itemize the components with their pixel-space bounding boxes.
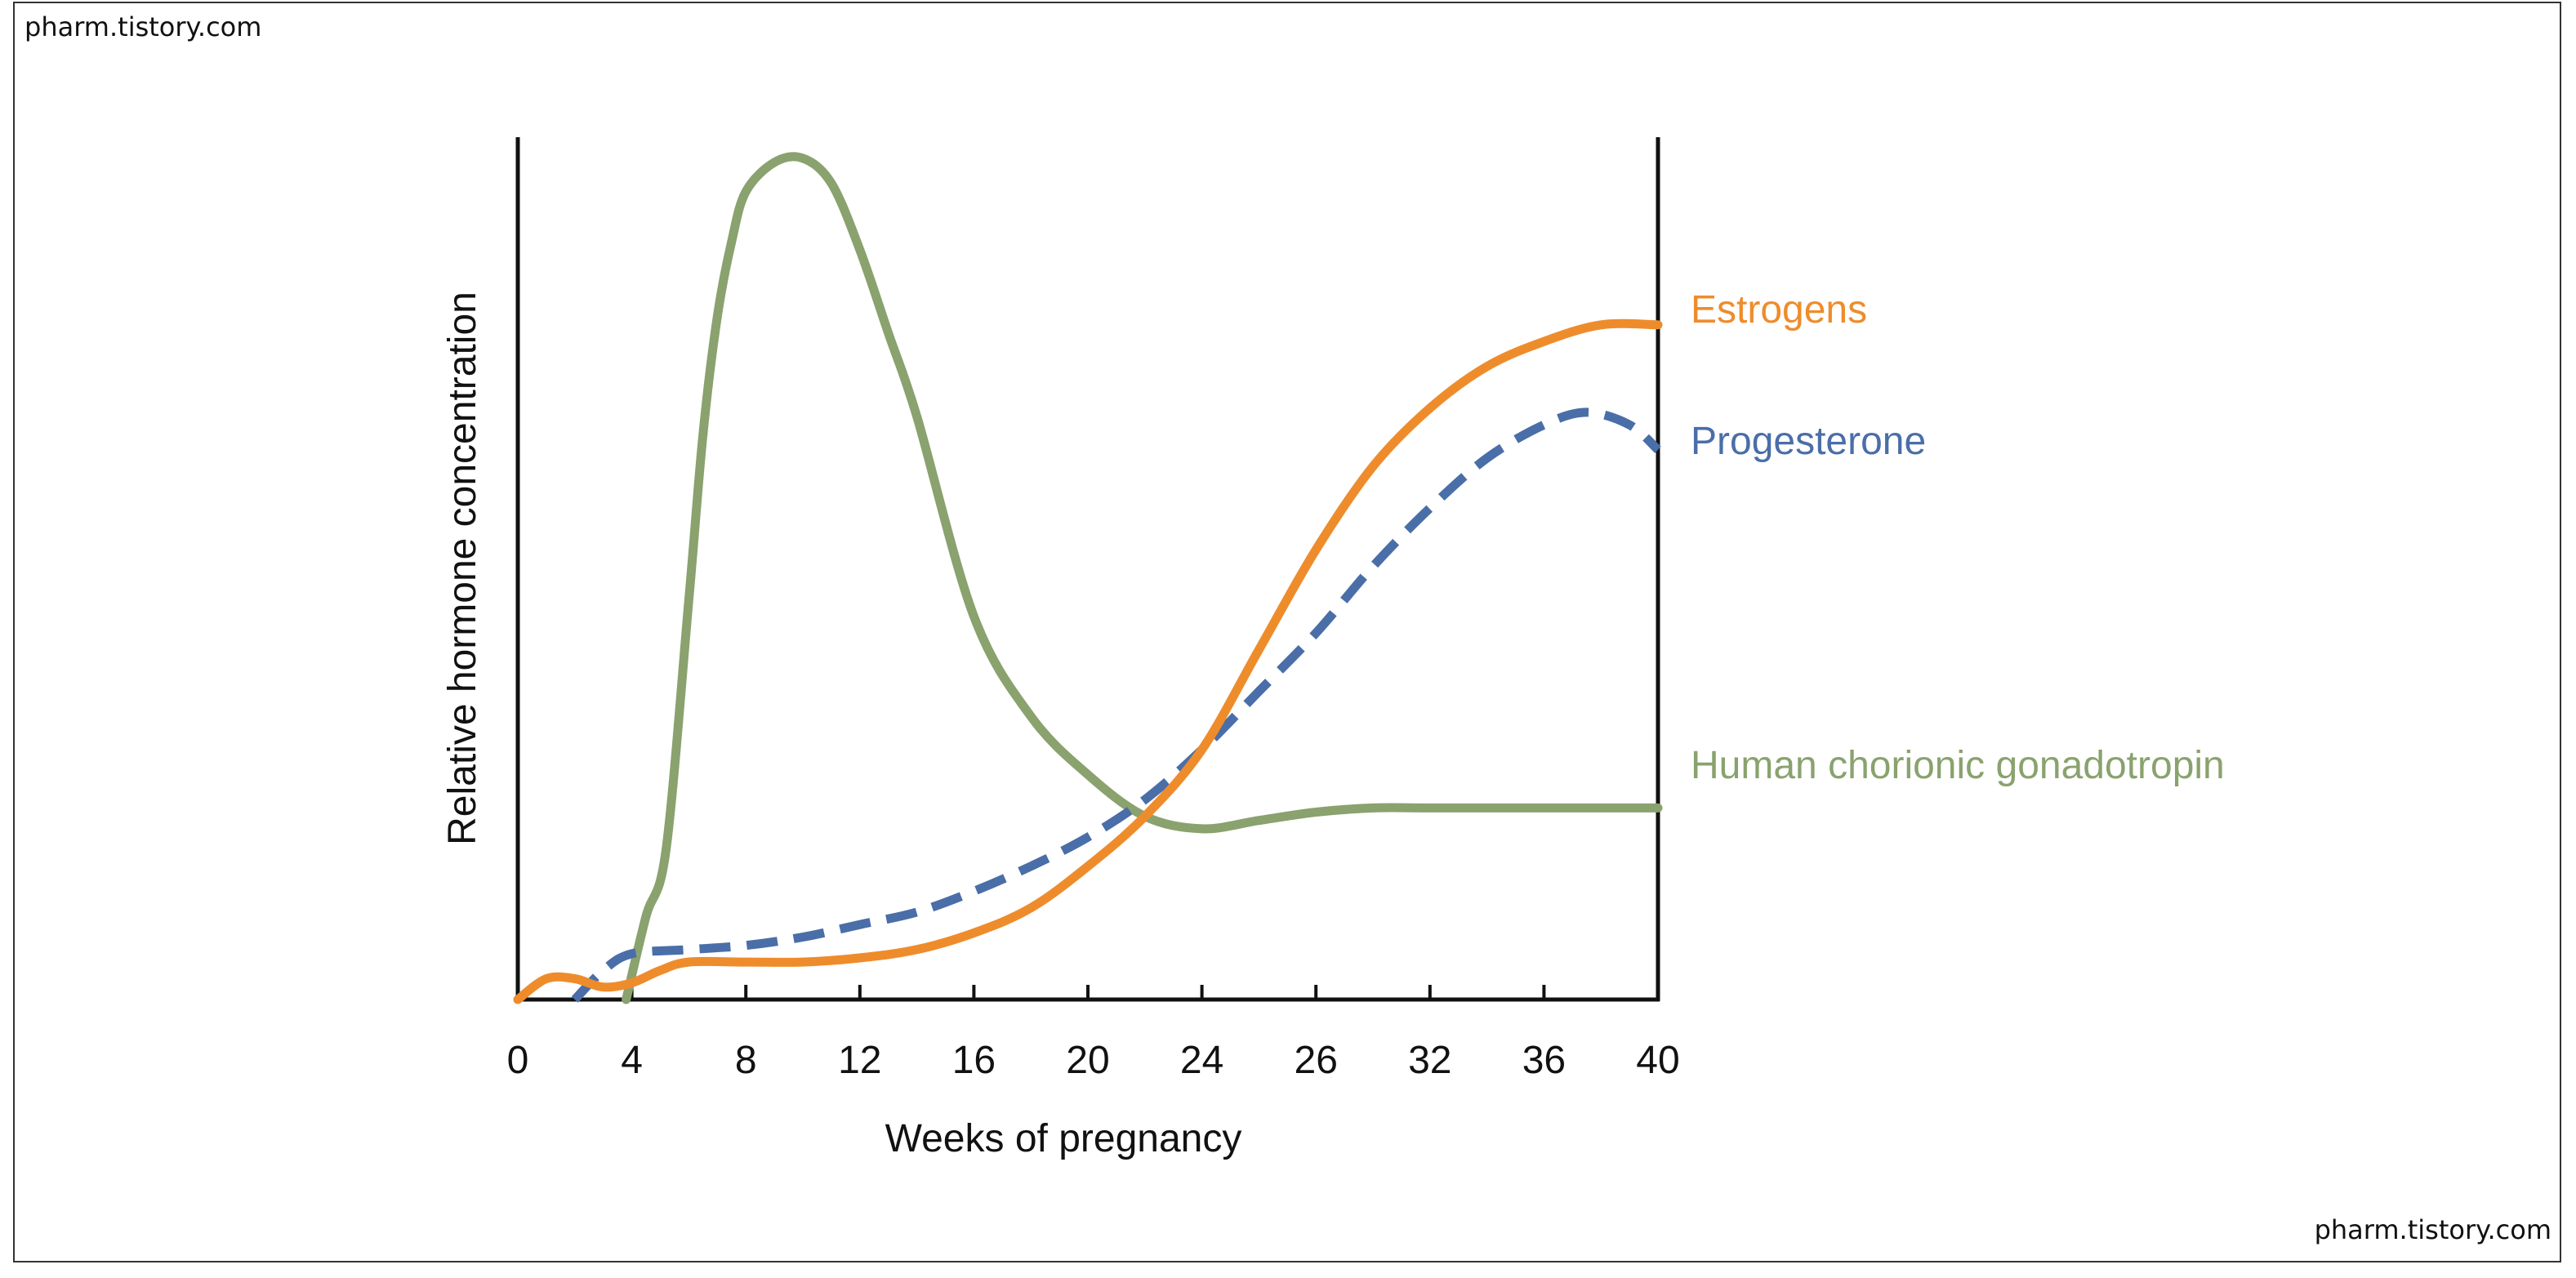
legend-progesterone: Progesterone bbox=[1691, 420, 1926, 463]
x-tick-label: 26 bbox=[1295, 1039, 1338, 1082]
x-ticks: 0 4 8 12 16 20 24 26 32 36 40 bbox=[507, 985, 1680, 1082]
x-tick-label: 36 bbox=[1522, 1039, 1566, 1082]
watermark-bottom: pharm.tistory.com bbox=[2314, 1214, 2551, 1245]
x-tick-label: 4 bbox=[621, 1039, 643, 1082]
legend-human-chorionic-gonadotropin: Human chorionic gonadotropin bbox=[1691, 744, 2225, 787]
human-chorionic-gonadotropin-line bbox=[622, 152, 1663, 1004]
x-tick-label: 40 bbox=[1636, 1039, 1679, 1082]
x-axis-title: Weeks of pregnancy bbox=[885, 1117, 1242, 1160]
x-tick-label: 20 bbox=[1066, 1039, 1109, 1082]
y-axis-title: Relative hormone concentration bbox=[441, 292, 484, 845]
image-frame bbox=[13, 2, 2561, 1262]
legend-estrogens: Estrogens bbox=[1691, 288, 1867, 332]
x-tick-label: 16 bbox=[952, 1039, 996, 1082]
progesterone-line bbox=[571, 407, 1661, 1003]
watermark-top: pharm.tistory.com bbox=[25, 11, 262, 42]
series-layer bbox=[513, 152, 1663, 1004]
x-tick-label: 12 bbox=[838, 1039, 881, 1082]
x-tick-label: 24 bbox=[1180, 1039, 1223, 1082]
x-tick-label: 0 bbox=[507, 1039, 529, 1082]
x-tick-label: 8 bbox=[735, 1039, 757, 1082]
legend: Human chorionic gonadotropin Estrogens Pro… bbox=[1691, 288, 2225, 787]
x-tick-label: 32 bbox=[1408, 1039, 1451, 1082]
estrogens-line bbox=[513, 318, 1663, 1004]
